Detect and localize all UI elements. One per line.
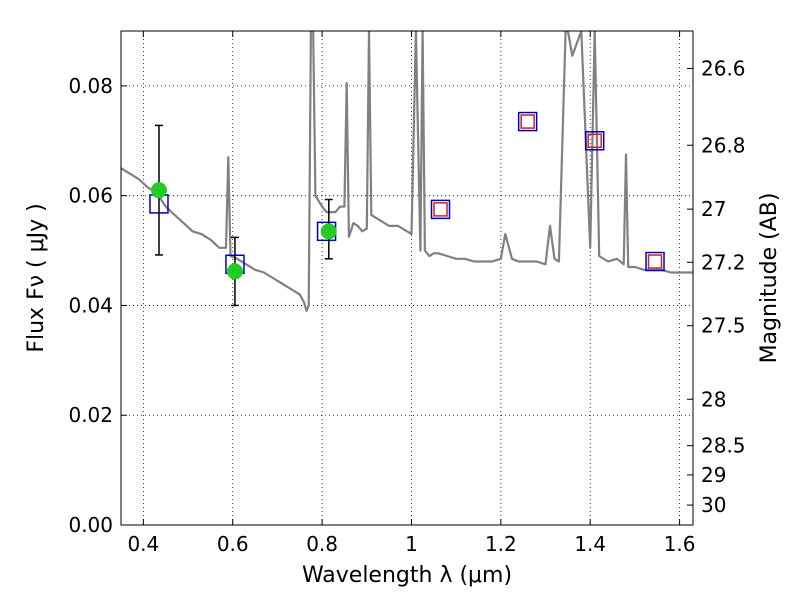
- mag-tick-label: 28.5: [701, 434, 746, 458]
- plot-frame: [120, 30, 694, 526]
- upper-limit-square: [587, 133, 602, 149]
- mag-tick-label: 27.2: [701, 250, 746, 274]
- x-tick-label: 1.2: [485, 532, 517, 556]
- y-axis-right-label: Magnitude (AB): [757, 193, 782, 364]
- markers: [149, 111, 665, 307]
- observed-point: [226, 263, 243, 280]
- upper-limit-square: [520, 114, 535, 129]
- y-axis-label: Flux Fν ( μJy ): [24, 203, 49, 352]
- model-photometry-square: [517, 111, 538, 132]
- observed-point: [320, 223, 337, 240]
- y-tick-label: 0.02: [68, 403, 113, 427]
- y-tick-label: 0.08: [68, 74, 113, 98]
- plot-area: [121, 31, 693, 312]
- grid: [121, 31, 693, 526]
- y-tick-label: 0.00: [68, 513, 113, 537]
- mag-tick-label: 28: [701, 387, 726, 411]
- model-photometry-square: [430, 199, 451, 220]
- x-tick-label: 1: [405, 532, 418, 556]
- axes: 0.4 0.6 0.8 1 1.2 1.4 1.6 0.00 0.02 0.04 0.06 0.08 2…: [68, 31, 746, 556]
- model-photometry-square: [584, 131, 605, 151]
- mag-tick-label: 26.6: [701, 56, 746, 80]
- x-tick-label: 1.4: [574, 532, 606, 556]
- x-tick-label: 1.6: [664, 532, 696, 556]
- x-tick-label: 0.4: [127, 532, 159, 556]
- mag-tick-label: 30: [701, 493, 726, 517]
- spectrum-line: [121, 31, 693, 312]
- observed-point: [150, 182, 167, 199]
- mag-tick-label: 27.5: [701, 314, 746, 338]
- x-tick-label: 0.8: [306, 532, 338, 556]
- y-tick-label: 0.06: [68, 184, 113, 208]
- mag-tick-label: 29: [701, 463, 726, 487]
- mag-tick-label: 26.8: [701, 133, 746, 157]
- mag-tick-label: 27: [701, 197, 726, 221]
- upper-limit-square: [433, 202, 448, 217]
- y-tick-label: 0.04: [68, 293, 113, 317]
- x-tick-label: 0.6: [217, 532, 249, 556]
- model-photometry-square: [645, 251, 665, 272]
- x-axis-label: Wavelength λ (μm): [302, 563, 512, 588]
- upper-limit-square: [647, 254, 663, 269]
